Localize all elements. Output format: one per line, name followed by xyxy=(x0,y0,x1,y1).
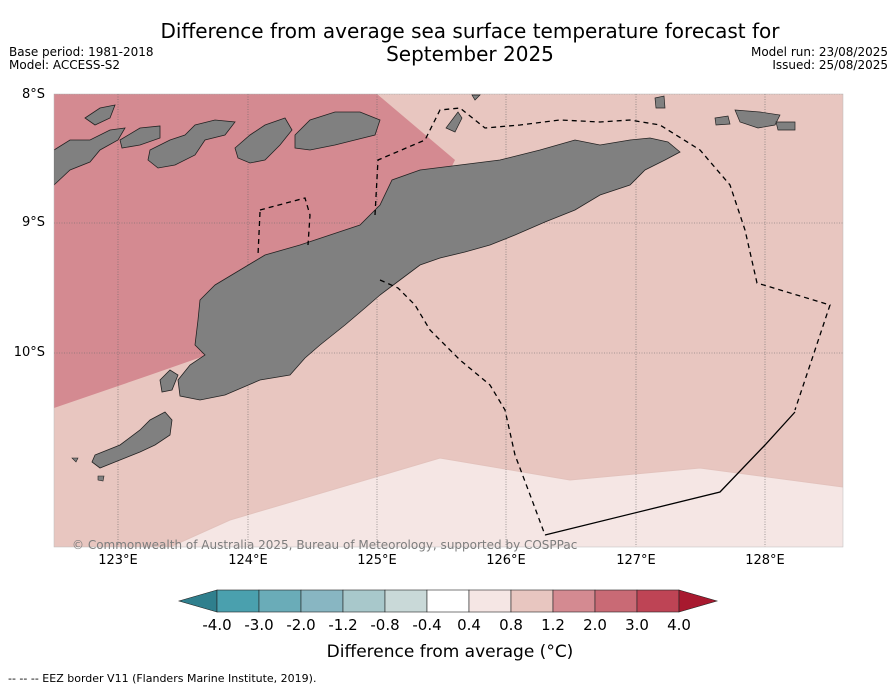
colorbar-cell xyxy=(342,589,386,613)
colorbar-tick-label: -4.0 xyxy=(202,616,232,634)
base-period: Base period: 1981-2018 xyxy=(9,45,154,59)
lat-label-10s: 10°S xyxy=(13,345,45,360)
colorbar-tick-label: -2.0 xyxy=(286,616,316,634)
map-title: Difference from average sea surface temp… xyxy=(120,20,820,66)
wetar-island xyxy=(294,111,381,151)
lon-label-125e: 125°E xyxy=(357,553,397,568)
colorbar-tick-label: 0.4 xyxy=(457,616,481,634)
lon-label-123e: 123°E xyxy=(98,553,138,568)
colorbar-tick-label: 0.8 xyxy=(499,616,523,634)
lat-label-9s: 9°S xyxy=(21,215,45,230)
colorbar-cell xyxy=(216,589,260,613)
colorbar-cell xyxy=(426,589,470,613)
model-run: Model run: 23/08/2025 xyxy=(750,45,888,59)
lon-label-124e: 124°E xyxy=(228,553,268,568)
title-line-2: September 2025 xyxy=(386,42,554,66)
copyright-notice: © Commonwealth of Australia 2025, Bureau… xyxy=(72,538,578,552)
metadata-right: Model run: 23/08/2025 Issued: 25/08/2025 xyxy=(751,46,888,72)
issued-date: Issued: 25/08/2025 xyxy=(772,58,888,72)
colorbar-title-unit: °C) xyxy=(546,642,574,662)
anomaly-band-2-0 xyxy=(54,94,455,408)
lat-label-8s: 8°S xyxy=(21,87,45,102)
lembata-island xyxy=(119,119,236,169)
colorbar-cell xyxy=(510,589,554,613)
colorbar-extend-low xyxy=(177,589,218,613)
anomaly-band-0-8 xyxy=(54,458,843,547)
lon-label-128e: 128°E xyxy=(745,553,785,568)
metadata-left: Base period: 1981-2018 Model: ACCESS-S2 xyxy=(9,46,154,72)
eez-border-solid xyxy=(544,411,796,536)
colorbar-title-main: Difference from average ( xyxy=(326,642,547,662)
flores-island xyxy=(54,127,126,186)
colorbar-cell xyxy=(258,589,302,613)
lon-label-126e: 126°E xyxy=(486,553,526,568)
colorbar-cell xyxy=(552,589,596,613)
colorbar-extend-high xyxy=(678,589,719,613)
semau-island xyxy=(159,369,179,393)
eez-legend-note: -- -- -- EEZ border V11 (Flanders Marine… xyxy=(8,672,317,685)
colorbar-tick-label: -1.2 xyxy=(328,616,358,634)
rote-island xyxy=(91,411,173,469)
colorbar-cells xyxy=(177,589,719,613)
lon-label-127e: 127°E xyxy=(616,553,656,568)
colorbar-cell xyxy=(636,589,680,613)
model-name: Model: ACCESS-S2 xyxy=(9,58,121,72)
pantar-island xyxy=(84,104,116,126)
colorbar-cell xyxy=(300,589,344,613)
colorbar-tick-label: -3.0 xyxy=(244,616,274,634)
eez-border xyxy=(257,107,831,536)
colorbar-tick-label: -0.8 xyxy=(370,616,400,634)
colorbar-tick-label: 3.0 xyxy=(625,616,649,634)
colorbar-tick-label: 2.0 xyxy=(583,616,607,634)
timor-island xyxy=(177,137,681,401)
colorbar-title: Difference from average (°C) xyxy=(250,642,650,662)
colorbar-cell xyxy=(384,589,428,613)
colorbar-cell xyxy=(594,589,638,613)
title-line-1: Difference from average sea surface temp… xyxy=(160,19,780,43)
colorbar-cell xyxy=(468,589,512,613)
colorbar-tick-label: 4.0 xyxy=(667,616,691,634)
colorbar-tick-label: -0.4 xyxy=(412,616,442,634)
alor-island xyxy=(234,117,293,164)
colorbar-tick-label: 1.2 xyxy=(541,616,565,634)
